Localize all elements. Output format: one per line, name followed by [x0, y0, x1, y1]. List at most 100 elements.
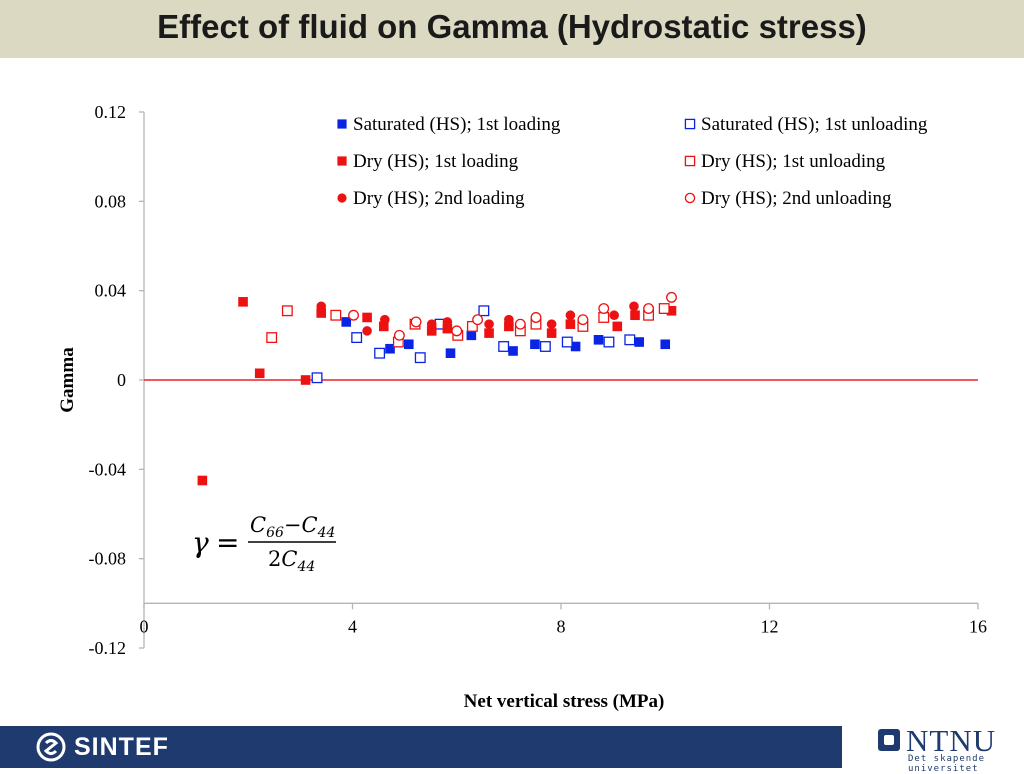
legend-item: Dry (HS); 2nd loading [337, 188, 525, 209]
data-point [442, 317, 453, 327]
data-point [612, 321, 623, 332]
data-point [478, 305, 490, 317]
data-point [378, 321, 389, 332]
data-point [281, 305, 293, 317]
legend-item: Saturated (HS); 1st loading [337, 114, 561, 135]
data-point [442, 323, 453, 334]
data-point [362, 326, 372, 336]
data-point [348, 309, 359, 321]
data-point [603, 336, 615, 348]
data-point [658, 303, 670, 314]
data-point [514, 318, 526, 330]
data-point [330, 309, 342, 321]
formula-numerator: C66−C44 [250, 513, 335, 541]
x-tick-label: 0 [140, 616, 149, 636]
data-point [374, 347, 386, 359]
legend-marker [684, 155, 696, 167]
legend-item: Dry (HS); 1st unloading [684, 151, 886, 172]
legend-label: Dry (HS); 1st unloading [701, 151, 886, 172]
sintef-bar: SINTEF [0, 726, 842, 768]
data-point [570, 341, 581, 352]
data-point [598, 303, 610, 314]
data-point [316, 308, 327, 318]
legend-item: Dry (HS); 1st loading [337, 151, 519, 172]
series-1 [341, 317, 671, 358]
data-point [426, 319, 437, 329]
series-6 [348, 291, 677, 341]
data-point [300, 375, 311, 385]
y-tick-label: 0.12 [95, 102, 127, 122]
data-point [666, 305, 677, 316]
ntnu-tagline: Det skapende universitet [908, 754, 986, 774]
data-point [484, 328, 494, 338]
data-point [508, 346, 518, 356]
y-tick-label: -0.12 [89, 638, 127, 658]
data-point [504, 321, 514, 332]
data-point [609, 310, 619, 321]
slide-title: Effect of fluid on Gamma (Hydrostatic st… [157, 8, 867, 45]
data-point [466, 330, 477, 341]
data-point [498, 341, 510, 352]
data-point [504, 314, 514, 325]
data-point [380, 314, 390, 325]
data-point [466, 320, 478, 332]
data-point [565, 310, 576, 321]
data-point [451, 325, 463, 337]
data-point [410, 316, 422, 328]
data-point [634, 337, 644, 347]
legend-item: Saturated (HS); 1st unloading [684, 114, 928, 135]
x-tick-label: 8 [557, 616, 566, 636]
data-points [197, 291, 677, 486]
formula-equals: = [216, 526, 239, 559]
y-tick-label: 0 [117, 370, 126, 390]
data-point [660, 339, 671, 350]
y-axis-title: Gamma [57, 347, 78, 413]
x-tick-label: 4 [348, 616, 357, 636]
formula-gamma: γ [192, 526, 209, 559]
data-point [311, 372, 323, 384]
legend: Saturated (HS); 1st loading Saturated (HS… [337, 114, 928, 209]
gamma-formula: γ = C66−C44 2C44 [192, 513, 336, 575]
data-point [630, 310, 640, 321]
svg-text:C66−C44: C66−C44 [250, 513, 335, 541]
data-point [341, 317, 352, 327]
data-point [577, 314, 589, 326]
chart-axes: 0.12 0.08 0.04 0 -0.04 -0.08 -0.12 0 4 8 12 16 [89, 102, 988, 658]
data-point [266, 332, 278, 344]
y-tick-label: -0.08 [89, 549, 127, 569]
data-point [238, 297, 248, 307]
x-axis-title: Net vertical stress (MPa) [464, 691, 665, 712]
data-point [530, 339, 540, 350]
y-tick-label: -0.04 [89, 459, 127, 479]
data-point [393, 329, 405, 341]
data-point [385, 343, 395, 354]
data-point [254, 368, 265, 379]
ntnu-wordmark: NTNU [906, 723, 997, 758]
data-point [539, 341, 551, 352]
x-tick-label: 16 [969, 616, 987, 636]
series-2 [311, 305, 636, 384]
footer: SINTEF NTNU Det skapende universitet [0, 723, 1024, 774]
data-point [445, 348, 456, 358]
data-point [484, 319, 494, 329]
legend-label: Dry (HS); 2nd unloading [701, 188, 892, 209]
data-point [593, 335, 604, 345]
data-point [546, 328, 557, 338]
y-tick-label: 0.08 [95, 191, 127, 211]
sintef-wordmark: SINTEF [74, 733, 169, 761]
series-3 [197, 297, 677, 486]
y-tick-label: 0.04 [95, 281, 127, 301]
data-point [546, 319, 557, 329]
data-point [629, 301, 639, 312]
legend-marker [337, 193, 347, 203]
legend-label: Saturated (HS); 1st loading [353, 114, 561, 135]
formula-denominator: 2C44 [268, 547, 315, 575]
data-point [472, 314, 484, 326]
data-point [197, 475, 208, 486]
data-point [624, 334, 636, 346]
legend-label: Dry (HS); 2nd loading [353, 188, 525, 209]
ntnu-mark-icon [878, 729, 900, 751]
svg-text:2C44: 2C44 [268, 547, 315, 575]
sintef-logo-icon [36, 732, 66, 762]
data-point [362, 312, 372, 323]
